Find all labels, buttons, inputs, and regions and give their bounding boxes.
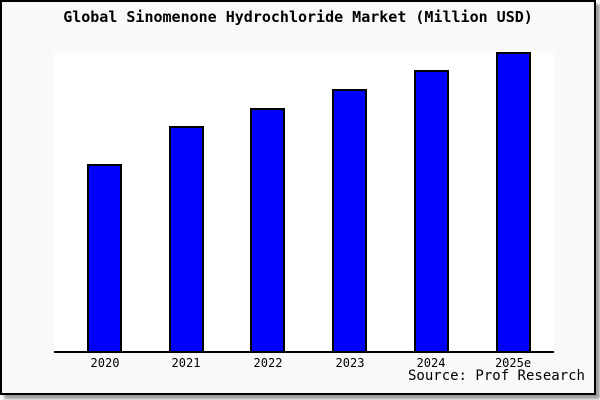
bar-2022 xyxy=(250,108,285,351)
bar-2020 xyxy=(87,164,122,351)
x-axis-tick-row: 2020 2021 2022 2023 2024 2025e xyxy=(54,356,554,370)
x-tick-label: 2020 xyxy=(90,356,120,370)
x-tick-label: 2023 xyxy=(335,356,365,370)
x-tick-label: 2025e xyxy=(494,356,532,370)
bar-2025e xyxy=(496,52,531,351)
bar-2024 xyxy=(414,70,449,351)
bar-2021 xyxy=(169,126,204,351)
source-credit: Source: Prof Research xyxy=(407,368,585,384)
x-tick-label: 2022 xyxy=(253,356,283,370)
bar-2023 xyxy=(332,89,367,351)
x-tick-label: 2024 xyxy=(416,356,446,370)
x-tick-label: 2021 xyxy=(171,356,201,370)
plot-area xyxy=(54,52,554,353)
chart-title: Global Sinomenone Hydrochloride Market (… xyxy=(63,8,533,26)
